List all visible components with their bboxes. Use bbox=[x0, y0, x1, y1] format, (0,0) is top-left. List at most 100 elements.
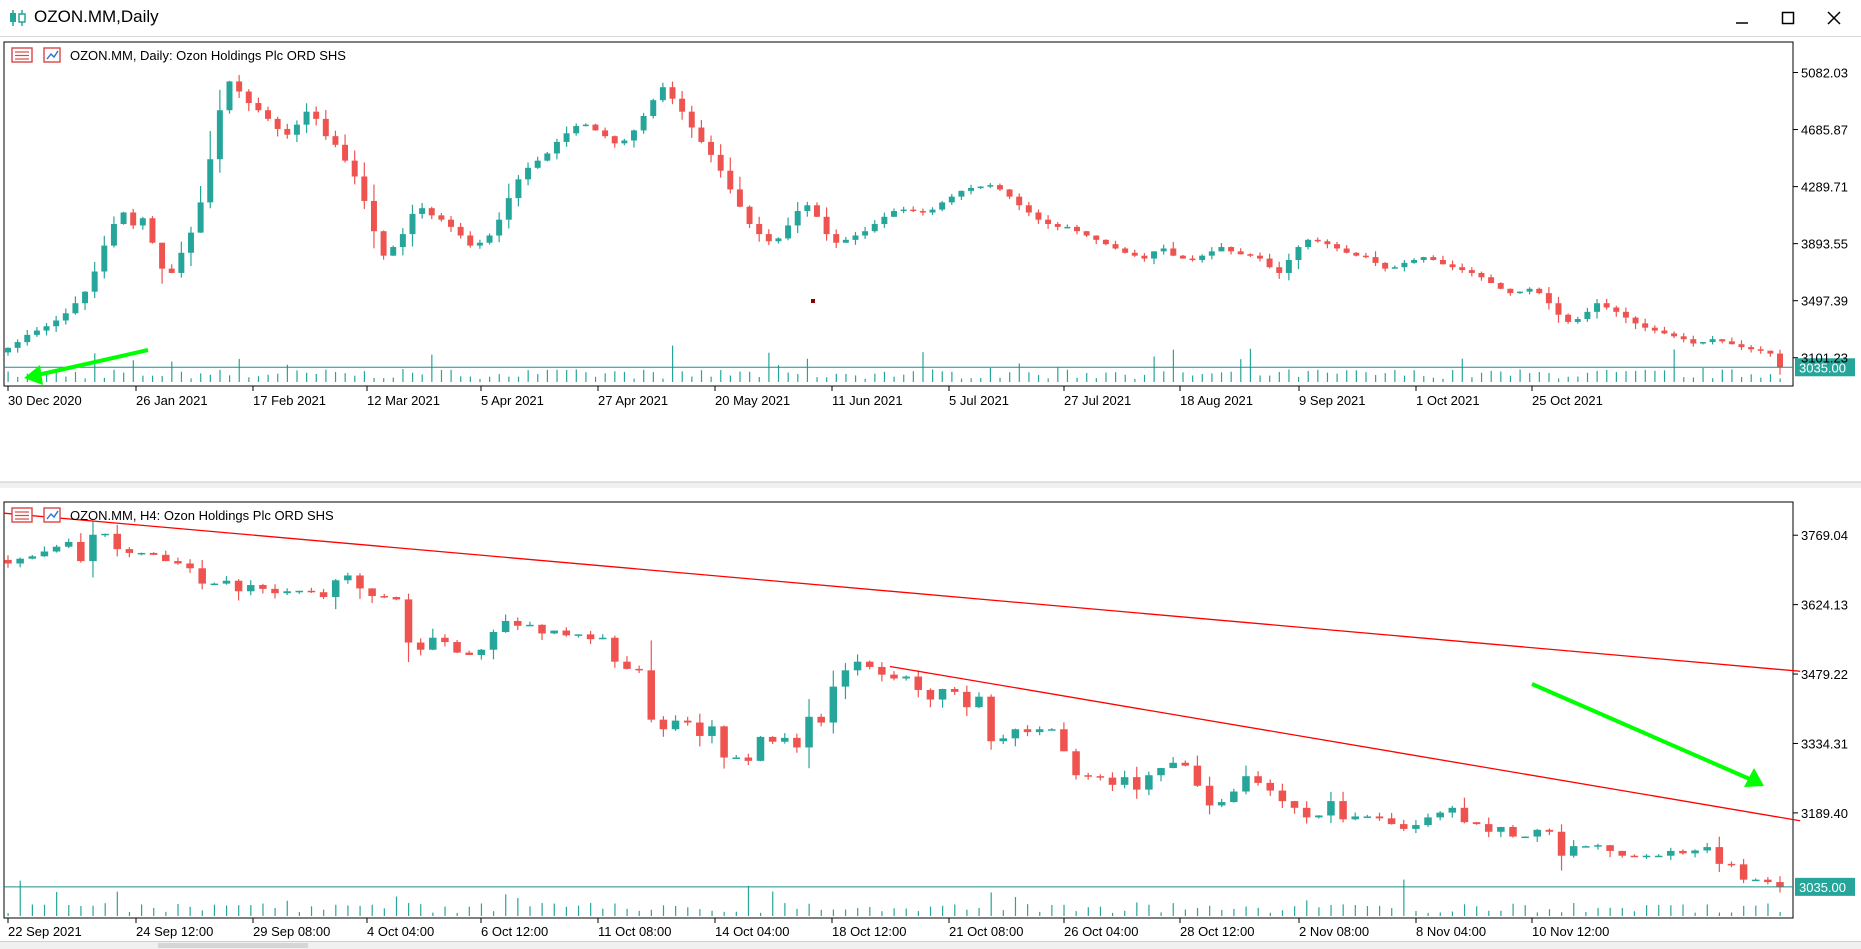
candle-body bbox=[409, 213, 416, 235]
volume-bar bbox=[1384, 373, 1386, 382]
volume-bar bbox=[546, 369, 549, 382]
volume-bar bbox=[1211, 373, 1213, 382]
volume-bar bbox=[238, 905, 240, 916]
candle-body bbox=[732, 757, 740, 760]
volume-bar bbox=[869, 907, 871, 916]
scrollbar-thumb[interactable] bbox=[158, 943, 308, 948]
volume-bar bbox=[80, 906, 82, 916]
volume-bar bbox=[729, 375, 731, 382]
candle-body bbox=[1632, 317, 1639, 324]
volume-bar bbox=[190, 378, 192, 382]
candle-body bbox=[1739, 864, 1748, 880]
volume-bar bbox=[626, 908, 628, 916]
volume-bar bbox=[787, 372, 789, 382]
candle-body bbox=[1208, 251, 1215, 256]
candle-body bbox=[1011, 729, 1020, 739]
x-tick-label: 25 Oct 2021 bbox=[1532, 393, 1603, 408]
volume-bar bbox=[7, 912, 9, 916]
volume-bar bbox=[1375, 375, 1377, 382]
candle-body bbox=[1278, 790, 1287, 802]
volume-bar bbox=[46, 373, 48, 382]
candle-body bbox=[1690, 339, 1697, 344]
candle-body bbox=[939, 202, 946, 210]
volume-bar bbox=[1432, 377, 1435, 382]
volume-bar bbox=[797, 374, 799, 382]
candle-body bbox=[865, 661, 874, 667]
volume-bar bbox=[758, 377, 760, 382]
candle-body bbox=[647, 670, 656, 720]
candlestick-app-icon bbox=[10, 10, 26, 26]
volume-bar bbox=[286, 364, 288, 382]
candle-body bbox=[1764, 879, 1772, 883]
maximize-button[interactable] bbox=[1765, 0, 1811, 36]
volume-bar bbox=[257, 376, 260, 382]
candle-body bbox=[659, 87, 666, 101]
candle-body bbox=[1680, 336, 1687, 340]
y-tick-label: 4685.87 bbox=[1801, 123, 1848, 138]
volume-bar bbox=[529, 906, 531, 916]
candle-body bbox=[1242, 776, 1250, 792]
minimize-button[interactable] bbox=[1719, 0, 1765, 36]
volume-bar bbox=[171, 361, 173, 382]
volume-bar bbox=[1297, 376, 1300, 382]
volume-bar bbox=[1721, 369, 1723, 382]
candle-body bbox=[467, 235, 474, 246]
volume-bar bbox=[1124, 374, 1126, 382]
candle-body bbox=[621, 140, 628, 144]
volume-bar bbox=[1452, 370, 1454, 382]
candle-body bbox=[1181, 762, 1190, 766]
volume-bar bbox=[1529, 373, 1531, 382]
candle-body bbox=[1430, 257, 1437, 260]
horizontal-scrollbar[interactable] bbox=[0, 941, 1861, 949]
candle-body bbox=[1776, 882, 1784, 887]
volume-bar bbox=[104, 903, 106, 916]
volume-bar bbox=[784, 903, 786, 916]
candle-body bbox=[785, 225, 792, 239]
volume-bar bbox=[1257, 907, 1259, 916]
volume-bar bbox=[700, 370, 703, 382]
candle-body bbox=[833, 234, 840, 243]
candle-body bbox=[303, 111, 310, 125]
volume-bar bbox=[1463, 904, 1466, 916]
candle-body bbox=[1230, 791, 1238, 803]
candle-body bbox=[159, 242, 166, 269]
volume-bar bbox=[553, 903, 555, 916]
candle-body bbox=[611, 136, 618, 144]
volume-bar bbox=[373, 377, 375, 382]
y-tick-label: 3334.31 bbox=[1801, 736, 1848, 751]
close-button[interactable] bbox=[1811, 0, 1857, 36]
candle-body bbox=[1439, 260, 1446, 265]
volume-bar bbox=[1018, 363, 1020, 382]
window-titlebar: OZON.MM,Daily bbox=[0, 0, 1861, 37]
candle-body bbox=[319, 592, 328, 598]
candle-body bbox=[1023, 729, 1032, 733]
volume-bar bbox=[1670, 905, 1672, 916]
candle-body bbox=[871, 224, 878, 232]
candle-body bbox=[1459, 267, 1466, 271]
volume-bar bbox=[1606, 369, 1608, 382]
volume-bar bbox=[1039, 911, 1041, 916]
candle-body bbox=[1157, 768, 1165, 776]
volume-bar bbox=[238, 358, 240, 382]
candle-body bbox=[804, 205, 811, 212]
x-tick-label: 18 Aug 2021 bbox=[1180, 393, 1253, 408]
candle-body bbox=[1351, 816, 1359, 820]
volume-bar bbox=[662, 905, 665, 916]
volume-bar bbox=[1442, 378, 1444, 382]
x-tick-label: 27 Apr 2021 bbox=[598, 393, 668, 408]
volume-bar bbox=[1471, 377, 1473, 382]
candle-body bbox=[794, 211, 801, 226]
candle-body bbox=[52, 546, 61, 552]
candle-body bbox=[1372, 257, 1379, 263]
volume-bar bbox=[1075, 911, 1077, 916]
volume-bar bbox=[1002, 910, 1004, 916]
candle-body bbox=[1412, 825, 1420, 829]
h4-pane bbox=[3, 501, 1855, 923]
candle-body bbox=[574, 634, 583, 636]
volume-bar bbox=[652, 372, 654, 382]
volume-bar bbox=[229, 375, 231, 382]
x-tick-label: 14 Oct 04:00 bbox=[715, 924, 789, 939]
volume-bar bbox=[315, 373, 317, 382]
candle-body bbox=[62, 313, 69, 321]
volume-bar bbox=[1063, 904, 1065, 916]
